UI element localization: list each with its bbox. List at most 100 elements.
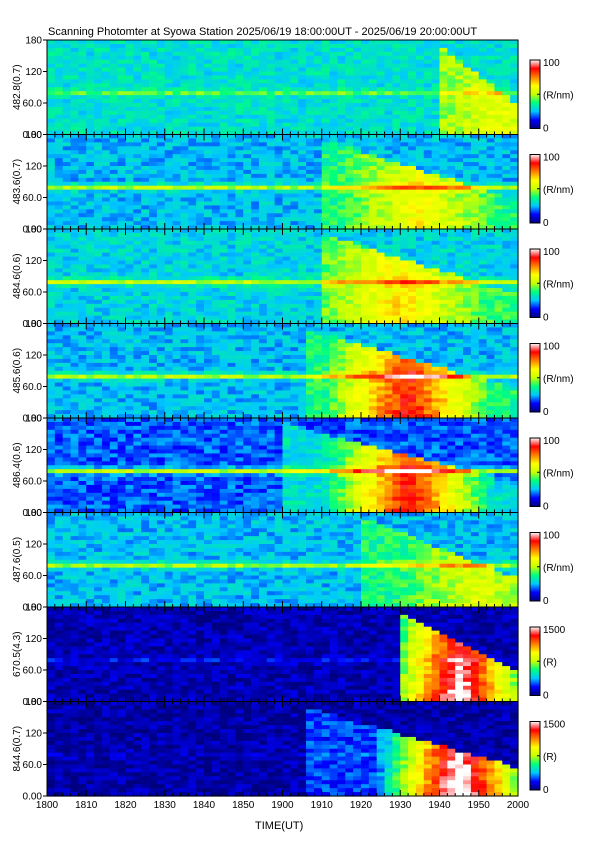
- heatmap-cell: [164, 229, 174, 234]
- heatmap-cell: [274, 217, 284, 222]
- heatmap-cell: [172, 197, 182, 203]
- heatmap-cell: [486, 181, 496, 187]
- heatmap-cell: [423, 154, 433, 159]
- heatmap-cell: [133, 150, 142, 155]
- heatmap-cell: [180, 55, 189, 61]
- heatmap-cell: [78, 232, 87, 238]
- heatmap-cell: [510, 177, 519, 183]
- heatmap-cell: [204, 138, 213, 143]
- heatmap-cell: [117, 150, 127, 155]
- heatmap-cell: [86, 406, 95, 411]
- heatmap-cell: [70, 185, 79, 191]
- heatmap-cell: [149, 307, 158, 313]
- heatmap-cell: [251, 158, 260, 163]
- heatmap-cell: [54, 95, 64, 100]
- heatmap-cell: [125, 146, 134, 151]
- heatmap-cell: [282, 150, 291, 155]
- heatmap-cell: [502, 197, 511, 203]
- heatmap-cell: [494, 79, 503, 84]
- heatmap-cell: [321, 154, 331, 159]
- heatmap-cell: [62, 256, 72, 262]
- heatmap-cell: [282, 43, 291, 49]
- heatmap-cell: [431, 315, 441, 321]
- heatmap-cell: [70, 260, 79, 266]
- heatmap-cell: [101, 284, 111, 289]
- heatmap-cell: [478, 280, 488, 285]
- heatmap-cell: [463, 43, 472, 49]
- heatmap-cell: [321, 103, 331, 108]
- heatmap-cell: [196, 122, 205, 128]
- heatmap-cell: [345, 59, 354, 65]
- heatmap-cell: [204, 63, 213, 69]
- heatmap-cell: [392, 311, 401, 317]
- heatmap-cell: [376, 299, 386, 305]
- heatmap-cell: [219, 110, 229, 116]
- heatmap-cell: [47, 406, 56, 411]
- heatmap-cell: [188, 292, 197, 297]
- heatmap-cell: [109, 177, 119, 183]
- heatmap-cell: [227, 154, 236, 159]
- heatmap-cell: [384, 315, 393, 321]
- heatmap-cell: [392, 232, 401, 238]
- heatmap-cell: [54, 358, 64, 364]
- heatmap-cell: [463, 173, 472, 179]
- heatmap-cell: [94, 315, 103, 321]
- heatmap-cell: [141, 71, 150, 77]
- heatmap-cell: [204, 103, 213, 108]
- heatmap-cell: [94, 75, 103, 80]
- heatmap-cell: [502, 162, 511, 167]
- heatmap-cell: [384, 201, 393, 206]
- heatmap-cell: [227, 185, 236, 191]
- heatmap-cell: [141, 221, 150, 226]
- heatmap-cell: [62, 154, 72, 159]
- heatmap-cell: [321, 256, 331, 262]
- heatmap-cell: [329, 91, 339, 96]
- heatmap-cell: [227, 193, 236, 199]
- heatmap-cell: [313, 284, 323, 289]
- heatmap-cell: [133, 201, 142, 206]
- heatmap-cell: [54, 307, 64, 313]
- heatmap-cell: [329, 260, 339, 266]
- heatmap-cell: [235, 67, 244, 73]
- heatmap-cell: [258, 99, 268, 104]
- heatmap-cell: [117, 406, 127, 411]
- heatmap-cell: [70, 398, 79, 403]
- heatmap-cell: [227, 319, 236, 325]
- heatmap-cell: [415, 79, 425, 84]
- heatmap-cell: [384, 299, 393, 305]
- heatmap-cell: [258, 197, 268, 203]
- heatmap-cell: [235, 91, 244, 96]
- heatmap-cell: [243, 91, 252, 96]
- heatmap-cell: [298, 75, 307, 80]
- heatmap-cell: [251, 134, 260, 140]
- heatmap-cell: [101, 55, 111, 61]
- heatmap-cell: [368, 252, 378, 258]
- heatmap-cell: [447, 221, 456, 226]
- heatmap-cell: [109, 339, 119, 344]
- heatmap-cell: [455, 221, 464, 226]
- heatmap-cell: [400, 295, 409, 301]
- heatmap-cell: [196, 158, 205, 163]
- heatmap-cell: [70, 63, 79, 69]
- heatmap-cell: [219, 71, 229, 77]
- heatmap-cell: [70, 248, 79, 254]
- heatmap-cell: [353, 118, 362, 124]
- heatmap-cell: [486, 110, 496, 116]
- heatmap-cell: [455, 103, 464, 108]
- heatmap-cell: [94, 71, 103, 77]
- heatmap-cell: [156, 205, 166, 210]
- heatmap-cell: [86, 126, 95, 132]
- heatmap-cell: [384, 51, 393, 57]
- heatmap-cell: [282, 236, 291, 242]
- heatmap-cell: [345, 189, 354, 195]
- heatmap-cell: [439, 162, 448, 167]
- heatmap-cell: [211, 130, 221, 136]
- heatmap-cell: [392, 280, 401, 285]
- heatmap-cell: [329, 292, 339, 297]
- heatmap-cell: [282, 284, 291, 289]
- heatmap-cell: [78, 130, 87, 136]
- heatmap-cell: [101, 134, 111, 140]
- heatmap-cell: [274, 40, 284, 45]
- heatmap-cell: [455, 177, 464, 183]
- heatmap-cell: [423, 193, 433, 199]
